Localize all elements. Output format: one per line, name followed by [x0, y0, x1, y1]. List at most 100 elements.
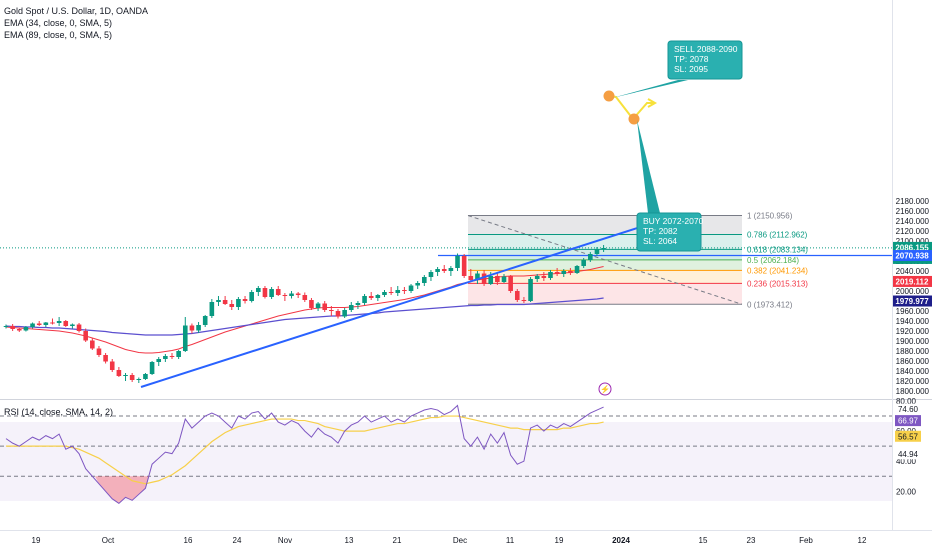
time-tick-label: 15	[699, 536, 708, 545]
candle-body	[156, 359, 162, 362]
price-tick-label: 1820.000	[896, 377, 930, 386]
candle-body	[43, 322, 49, 325]
candle-body	[103, 355, 108, 362]
candle-body	[581, 260, 586, 266]
sell-callout-text: SL: 2095	[674, 64, 708, 74]
candle-body	[76, 324, 82, 331]
rsi-badge	[895, 430, 921, 442]
candle-body	[169, 356, 175, 357]
sell-point-marker	[603, 90, 615, 102]
candle-body	[269, 289, 274, 297]
candle-body	[222, 300, 228, 304]
candle-body	[415, 283, 420, 286]
candle-body	[96, 348, 102, 355]
rsi-ma-line	[6, 415, 604, 485]
candle-body	[495, 276, 500, 282]
rsi-badge	[895, 403, 921, 415]
candle-body	[335, 311, 341, 317]
symbol-title[interactable]: Gold Spot / U.S. Dollar, 1D, OANDA	[4, 6, 149, 16]
flash-icon	[598, 382, 612, 396]
fib-level-label: 0.618 (2083.134)	[747, 245, 808, 254]
price-tick-label: 1860.000	[896, 357, 930, 366]
candle-body	[574, 266, 580, 273]
rsi-badge-text: 66.97	[898, 417, 919, 426]
candle-body	[109, 361, 115, 370]
time-tick-label: 23	[747, 536, 756, 545]
candle-body	[514, 291, 520, 300]
price-tick-label: 1840.000	[896, 367, 930, 376]
candle-body	[256, 288, 261, 292]
price-badge	[893, 250, 932, 262]
time-tick-label: 19	[32, 536, 41, 545]
candle-body	[182, 325, 188, 351]
candle-body	[521, 300, 527, 301]
candle-body	[501, 276, 507, 282]
candle-body	[422, 277, 427, 283]
price-badge-text: 2070.938	[895, 252, 929, 261]
candle-body	[568, 271, 573, 273]
candle-body	[3, 326, 9, 327]
candle-body	[129, 375, 135, 380]
candle-body	[196, 325, 201, 331]
candle-body	[448, 268, 454, 271]
ema34-legend[interactable]: EMA (34, close, 0, SMA, 5)	[4, 18, 113, 28]
price-tick-label: 2100.000	[896, 237, 930, 246]
candle-body	[355, 303, 361, 305]
candle-body	[163, 356, 168, 359]
candle-body	[488, 276, 494, 284]
rsi-tick-label: 80.00	[896, 397, 917, 406]
ema89-legend[interactable]: EMA (89, close, 0, SMA, 5)	[4, 30, 113, 40]
candle-body	[508, 276, 513, 291]
candle-body	[348, 305, 354, 310]
candle-body	[481, 273, 487, 284]
candle-body	[402, 290, 407, 291]
candle-body	[435, 269, 440, 272]
fib-zone-5	[468, 283, 742, 305]
candle-body	[368, 296, 374, 298]
buy-callout-text: TP: 2082	[643, 226, 678, 236]
price-tick-label: 1940.000	[896, 317, 930, 326]
candle-body	[428, 272, 434, 277]
time-tick-label: 2024	[612, 536, 630, 545]
price-tick-label: 2120.000	[896, 227, 930, 236]
candle-body	[554, 272, 560, 274]
fib-level-label: 0.382 (2041.234)	[747, 266, 808, 275]
price-tick-label: 1900.000	[896, 337, 930, 346]
time-tick-label: 11	[506, 536, 515, 545]
rsi-badge-text: 44.94	[898, 450, 919, 459]
sell-callout-pointer	[612, 80, 688, 98]
candle-body	[36, 323, 42, 325]
sell-callout-text: SELL 2088-2090	[674, 44, 738, 54]
fib-zone-2	[468, 249, 742, 260]
time-tick-label: 19	[555, 536, 564, 545]
buy-callout-text: BUY 2072-2070	[643, 216, 704, 226]
price-tick-label: 1800.000	[896, 387, 930, 396]
candle-body	[50, 322, 55, 324]
candle-body	[309, 300, 314, 308]
candle-body	[209, 302, 215, 316]
candle-body	[534, 276, 540, 279]
buy-callout-text: SL: 2064	[643, 236, 677, 246]
candle-body	[395, 290, 401, 293]
candle-body	[16, 329, 22, 331]
price-tick-label: 2160.000	[896, 207, 930, 216]
candle-body	[176, 351, 181, 357]
candle-body	[90, 340, 95, 349]
time-tick-label: Oct	[102, 536, 115, 545]
price-tick-label: 1960.000	[896, 307, 930, 316]
price-badge	[893, 275, 932, 287]
price-tick-label: 1920.000	[896, 327, 930, 336]
time-tick-label: Dec	[453, 536, 467, 545]
candle-body	[236, 299, 241, 307]
candle-body	[143, 374, 148, 379]
candle-body	[123, 375, 128, 376]
price-tick-label: 2000.000	[896, 287, 930, 296]
price-tick-label: 2180.000	[896, 197, 930, 206]
rsi-band	[0, 422, 892, 501]
rsi-legend[interactable]: RSI (14, close, SMA, 14, 2)	[4, 407, 114, 417]
candle-body	[588, 254, 593, 260]
ema89-line	[5, 297, 604, 336]
candle-body	[249, 292, 254, 301]
time-tick-label: 24	[233, 536, 242, 545]
